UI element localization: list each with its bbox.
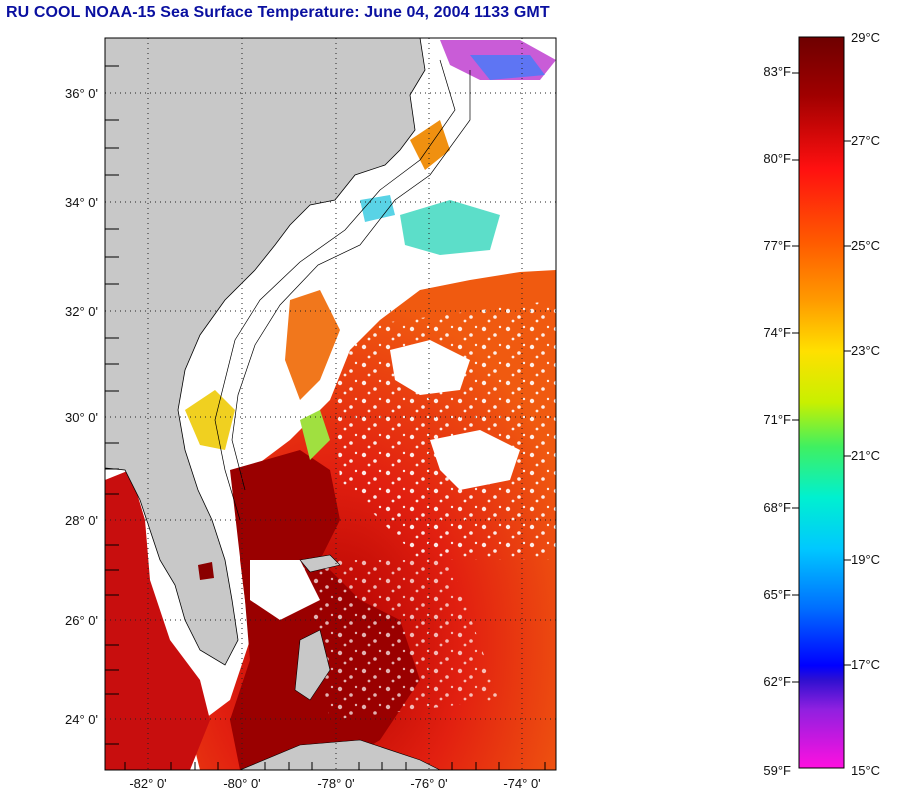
land-mass bbox=[105, 38, 426, 666]
cloud-speckle bbox=[300, 560, 500, 720]
lon-label: -78° 0' bbox=[317, 776, 354, 791]
island-grand-bahama bbox=[299, 554, 341, 573]
map-panel bbox=[105, 38, 556, 770]
sst-filament-cyan bbox=[400, 200, 500, 255]
map-title: RU COOL NOAA-15 Sea Surface Temperature:… bbox=[6, 4, 550, 21]
sst-filament-cyan bbox=[360, 195, 395, 222]
colorbar-f-label: 74°F bbox=[763, 325, 791, 340]
colorbar-c-label: 15°C bbox=[851, 763, 880, 778]
lon-label: -74° 0' bbox=[503, 776, 540, 791]
colorbar-c-label: 19°C bbox=[851, 552, 880, 567]
colorbar-c-ticks bbox=[844, 140, 851, 666]
sst-filament-blue bbox=[470, 55, 545, 80]
lon-label: -76° 0' bbox=[410, 776, 447, 791]
colorbar-f-label: 77°F bbox=[763, 238, 791, 253]
colorbar-f-ticks bbox=[792, 72, 799, 683]
sst-filament-green bbox=[300, 410, 330, 460]
graticule bbox=[105, 38, 556, 770]
map-border bbox=[104, 37, 557, 771]
lon-minor-ticks bbox=[124, 762, 546, 770]
colorbar-c-label: 29°C bbox=[851, 30, 880, 45]
cloud-patch bbox=[250, 560, 320, 620]
lon-label: -80° 0' bbox=[223, 776, 260, 791]
lat-minor-ticks bbox=[105, 65, 119, 745]
colorbar-c-label: 23°C bbox=[851, 343, 880, 358]
lat-label: 36° 0' bbox=[65, 86, 98, 101]
sst-filament-yellow bbox=[185, 390, 235, 450]
island-andros bbox=[294, 629, 331, 701]
colorbar-f-label: 71°F bbox=[763, 412, 791, 427]
colorbar-f-label: 68°F bbox=[763, 500, 791, 515]
colorbar: 83°F 80°F 77°F 74°F 71°F 68°F 65°F 62°F … bbox=[763, 30, 880, 778]
lat-label: 28° 0' bbox=[65, 513, 98, 528]
colorbar-f-label: 62°F bbox=[763, 674, 791, 689]
lon-label: -82° 0' bbox=[129, 776, 166, 791]
sst-filament-orange bbox=[410, 120, 450, 170]
colorbar-f-label: 83°F bbox=[763, 64, 791, 79]
cloud-patch bbox=[430, 430, 520, 490]
colorbar-f-label: 80°F bbox=[763, 151, 791, 166]
sst-filament-orange bbox=[285, 290, 340, 400]
cloud-speckle bbox=[330, 300, 556, 560]
colorbar-c-label: 27°C bbox=[851, 133, 880, 148]
lat-label: 24° 0' bbox=[65, 712, 98, 727]
colorbar-f-label: 65°F bbox=[763, 587, 791, 602]
colorbar-c-label: 25°C bbox=[851, 238, 880, 253]
colorbar-gradient bbox=[798, 36, 845, 769]
island-cuba bbox=[239, 739, 441, 770]
lat-labels: 36° 0' 34° 0' 32° 0' 30° 0' 28° 0' 26° 0… bbox=[65, 86, 98, 727]
isobath-contour bbox=[231, 70, 471, 491]
lat-label: 34° 0' bbox=[65, 195, 98, 210]
colorbar-f-label: 59°F bbox=[763, 763, 791, 778]
lat-label: 32° 0' bbox=[65, 304, 98, 319]
sst-gulf-region bbox=[105, 470, 210, 770]
lat-label: 30° 0' bbox=[65, 410, 98, 425]
isobath-contour bbox=[214, 59, 456, 521]
colorbar-c-label: 21°C bbox=[851, 448, 880, 463]
lat-label: 26° 0' bbox=[65, 613, 98, 628]
lake-okeechobee bbox=[198, 562, 214, 580]
colorbar-c-label: 17°C bbox=[851, 657, 880, 672]
lon-labels: -82° 0' -80° 0' -78° 0' -76° 0' -74° 0' bbox=[129, 776, 540, 791]
cloud-patch bbox=[390, 340, 470, 395]
